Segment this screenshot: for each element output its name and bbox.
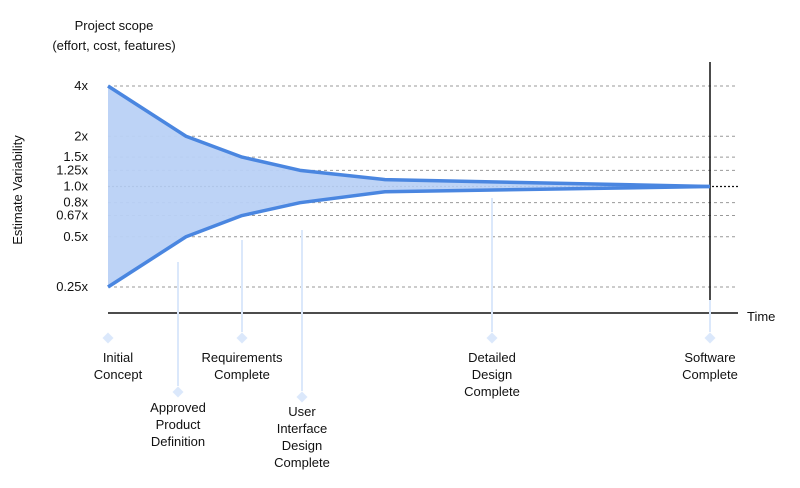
y-axis-label: Estimate Variability <box>10 135 25 245</box>
milestone-label: Complete <box>682 367 738 382</box>
y-tick-label: 0.8x <box>63 195 88 210</box>
labels: Project scope (effort, cost, features) E… <box>10 18 775 470</box>
x-axis-label: Time <box>747 309 775 324</box>
milestone-label: Definition <box>151 434 205 449</box>
milestone-label: Design <box>282 438 322 453</box>
lower-bound-line <box>107 184 711 289</box>
milestone-diamond <box>102 332 114 344</box>
y-tick-label: 1.25x <box>56 162 88 177</box>
chart-title-line-1: Project scope <box>75 18 154 33</box>
milestone-label: Software <box>684 350 735 365</box>
y-tick-label: 1.0x <box>63 179 88 194</box>
milestone-label: Design <box>472 367 512 382</box>
milestone-diamond <box>236 332 248 344</box>
y-tick-label: 1.5x <box>63 149 88 164</box>
milestone-label: Approved <box>150 400 206 415</box>
milestone-diamond <box>172 386 184 398</box>
milestone-label: Complete <box>274 455 330 470</box>
y-tick-label: 0.25x <box>56 279 88 294</box>
boundary-lines <box>107 84 711 289</box>
milestone-diamond <box>296 391 308 403</box>
y-tick-label: 2x <box>74 128 88 143</box>
chart-title-line-2: (effort, cost, features) <box>52 38 175 53</box>
upper-bound-line <box>107 84 711 189</box>
milestone-diamond <box>486 332 498 344</box>
milestone-label: Interface <box>277 421 328 436</box>
milestone-label: Requirements <box>202 350 283 365</box>
milestone-markers <box>102 198 716 403</box>
uncertainty-area <box>108 86 710 287</box>
milestone-label: Concept <box>94 367 143 382</box>
milestone-diamond <box>704 332 716 344</box>
y-tick-label: 0.67x <box>56 208 88 223</box>
milestone-label: Complete <box>464 384 520 399</box>
y-tick-label: 0.5x <box>63 229 88 244</box>
milestone-label: Detailed <box>468 350 516 365</box>
milestone-label: Complete <box>214 367 270 382</box>
milestone-label: User <box>288 404 316 419</box>
milestone-label: Product <box>156 417 201 432</box>
milestone-label: Initial <box>103 350 133 365</box>
uncertainty-fill <box>108 86 710 287</box>
y-tick-label: 4x <box>74 78 88 93</box>
